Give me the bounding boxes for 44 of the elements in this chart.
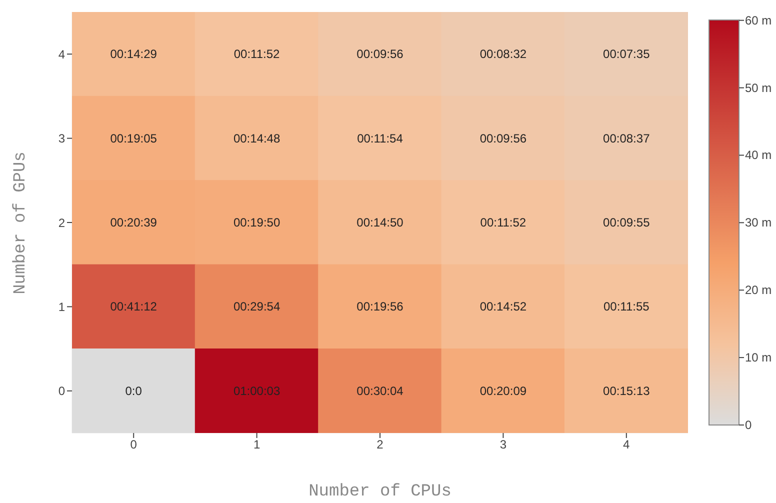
y-tick-label: 0 (58, 384, 66, 398)
data-label: 00:07:35 (603, 47, 650, 62)
y-axis-title: Number of GPUs (12, 151, 30, 294)
data-label: 00:11:55 (603, 300, 650, 314)
data-label: 00:14:50 (356, 216, 404, 230)
x-axis-title: Number of CPUs (308, 482, 452, 502)
data-label: 00:11:52 (234, 47, 280, 62)
color-bar-label: 0 (745, 418, 752, 432)
color-bar-label: 30 m (745, 216, 772, 230)
data-label: 00:08:32 (480, 47, 527, 62)
y-tick-label: 2 (58, 216, 66, 230)
data-label: 00:09:56 (356, 47, 404, 62)
x-tick-label: 3 (500, 438, 507, 452)
color-bar-label: 50 m (745, 80, 772, 95)
x-tick-label: 4 (623, 438, 630, 452)
data-label: 00:29:54 (233, 300, 280, 314)
y-tick-label: 4 (58, 47, 66, 62)
data-label: 00:09:55 (603, 216, 650, 230)
color-bar-label: 20 m (745, 283, 772, 298)
data-label: 0:0 (125, 384, 142, 398)
data-label: 00:19:56 (356, 300, 404, 314)
data-label: 00:19:05 (110, 131, 158, 146)
data-label: 00:19:50 (233, 216, 280, 230)
data-label: 00:08:37 (603, 131, 650, 146)
color-bar-label: 60 m (745, 13, 772, 28)
y-tick-label: 3 (58, 132, 66, 146)
data-label: 00:15:13 (603, 384, 650, 398)
data-label: 00:14:29 (110, 47, 158, 62)
y-tick-label: 1 (58, 300, 66, 314)
color-bar-label: 10 m (745, 350, 772, 365)
x-tick-label: 2 (376, 438, 384, 452)
x-tick-label: 0 (130, 438, 138, 452)
data-label: 00:14:48 (233, 131, 280, 146)
data-label: 00:41:12 (110, 300, 158, 314)
x-tick-label: 1 (253, 438, 260, 452)
data-label: 00:20:39 (110, 216, 158, 230)
data-label: 00:14:52 (480, 300, 527, 314)
data-label: 00:11:54 (357, 131, 404, 146)
data-label: 00:20:09 (480, 384, 527, 398)
data-label: 01:00:03 (233, 384, 280, 398)
data-label: 00:11:52 (480, 216, 526, 230)
data-label: 00:30:04 (356, 384, 404, 398)
data-label: 00:09:56 (480, 131, 527, 146)
color-bar-label: 40 m (745, 148, 772, 162)
